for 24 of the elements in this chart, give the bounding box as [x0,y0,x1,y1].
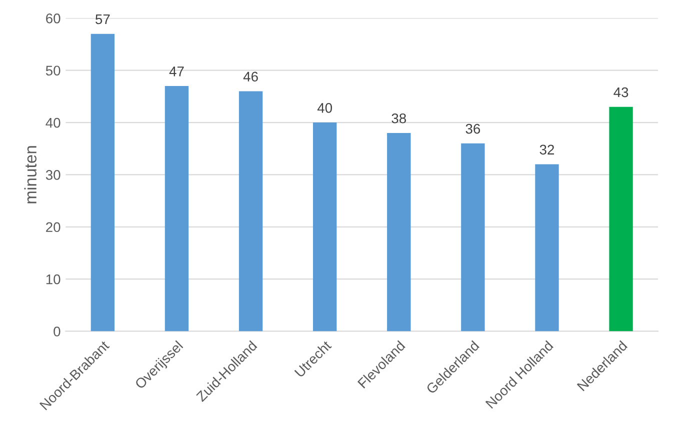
y-tick-label: 40 [46,118,60,128]
y-tick-label: 30 [46,170,60,180]
bar [238,91,263,332]
bar [312,122,337,332]
data-label: 43 [614,87,628,98]
data-label: 40 [317,103,332,113]
y-tick-label: 60 [46,14,60,24]
data-label: 38 [392,113,406,124]
bar [461,143,485,332]
y-tick-label: 20 [46,222,60,232]
bar [535,164,559,332]
y-tick-label: 10 [46,274,60,284]
y-tick-label: 0 [54,326,60,336]
data-label: 57 [96,14,110,24]
data-label: 36 [466,124,480,134]
data-label: 47 [169,66,184,76]
bar [90,34,115,332]
data-label: 32 [540,144,554,155]
bar [609,106,633,332]
y-tick-label: 50 [46,66,60,76]
bar [164,86,189,332]
y-axis-title: minuten [24,146,37,204]
bar [387,132,411,332]
data-label: 46 [243,72,258,82]
